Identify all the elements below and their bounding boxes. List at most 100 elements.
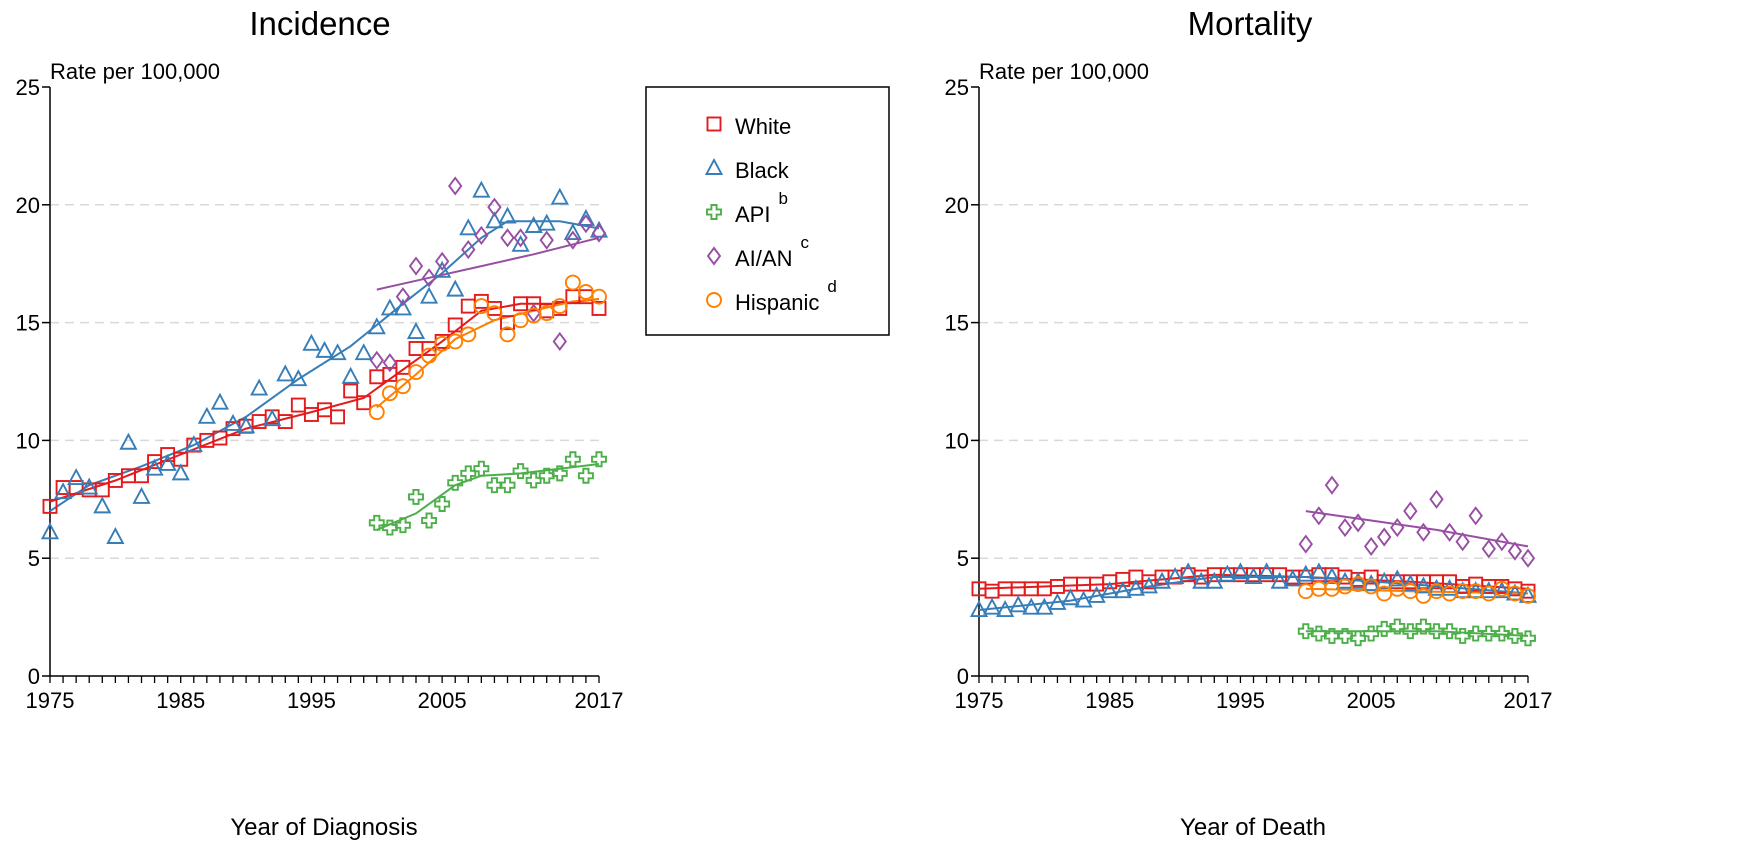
incidence-ai-an-point (539, 230, 554, 250)
mortality-panel: Mortality Rate per 100,000 Year of Death… (945, 5, 1553, 841)
mortality-white-point (1023, 581, 1039, 597)
incidence-black-point (511, 234, 530, 252)
incidence-white-point (330, 409, 346, 425)
incidence-y-tick-label: 0 (28, 664, 40, 689)
incidence-black-point (276, 364, 295, 382)
incidence-ai-an-point (408, 256, 424, 276)
mortality-api-point (1428, 623, 1445, 640)
incidence-api-point (564, 451, 581, 468)
mortality-black-point (969, 600, 989, 617)
mortality-black-point (1218, 564, 1237, 582)
legend: White Black API b AI/AN c Hispanic d (645, 86, 890, 336)
mortality-black-point (1270, 571, 1289, 589)
incidence-black-point (380, 298, 399, 316)
mortality-black-point (1139, 576, 1159, 594)
mortality-api-point (1389, 618, 1406, 635)
incidence-hispanic-point (551, 298, 568, 315)
mortality-ai-an-point (1416, 522, 1431, 542)
mortality-api-point (1323, 627, 1340, 644)
mortality-black-point (1427, 578, 1446, 596)
incidence-white-point (42, 498, 58, 514)
mortality-api-series (1297, 618, 1536, 647)
incidence-black-point (80, 477, 99, 495)
incidence-black-point (289, 369, 308, 387)
mortality-black-point (1048, 592, 1067, 610)
incidence-api-point (525, 472, 542, 489)
incidence-ai-an-series (369, 176, 607, 373)
incidence-black-series (40, 180, 609, 544)
mortality-api-point (1402, 623, 1419, 640)
legend-hispanic-superscript: d (827, 277, 836, 296)
mortality-black-point (1009, 595, 1028, 613)
mortality-ai-an-point (1403, 501, 1418, 521)
incidence-ai-an-point (461, 239, 476, 260)
incidence-black-point (367, 317, 386, 335)
mortality-black-point (1100, 581, 1119, 599)
mortality-api-point (1506, 627, 1523, 644)
incidence-black-trend-line (49, 220, 600, 512)
mortality-black-point (1244, 567, 1263, 584)
incidence-white-point (212, 430, 228, 446)
incidence-black-point (236, 416, 256, 434)
mortality-title: Mortality (1188, 5, 1313, 42)
incidence-black-point (576, 208, 596, 226)
incidence-hispanic-point (421, 347, 438, 364)
legend-white-marker (706, 116, 722, 132)
incidence-black-point (171, 463, 190, 481)
incidence-white-point (369, 369, 385, 385)
mortality-api-point (1520, 630, 1536, 647)
incidence-black-point (328, 343, 347, 361)
mortality-x-tick-label: 2017 (1504, 688, 1553, 713)
legend-white-label: White (735, 114, 791, 139)
incidence-api-point (447, 474, 464, 491)
incidence-black-point (302, 333, 321, 351)
incidence-x-tick-label: 1975 (26, 688, 75, 713)
incidence-black-point (263, 409, 282, 427)
mortality-black-point (1061, 588, 1080, 606)
mortality-black-point (1322, 567, 1342, 584)
mortality-black-point (1388, 569, 1407, 587)
mortality-hispanic-point (1337, 578, 1353, 595)
mortality-black-point (1113, 581, 1132, 599)
mortality-black-point (1074, 590, 1093, 608)
mortality-black-point (1296, 564, 1315, 582)
mortality-black-point (1152, 571, 1172, 589)
incidence-black-point (132, 486, 151, 504)
incidence-black-point (341, 366, 360, 384)
incidence-black-point (184, 435, 203, 453)
incidence-ai-an-point (591, 223, 607, 243)
incidence-black-point (550, 187, 569, 205)
incidence-black-point (158, 453, 177, 471)
incidence-black-point (498, 206, 517, 224)
incidence-api-point (577, 467, 594, 484)
mortality-white-point (1036, 581, 1052, 597)
mortality-black-series (969, 562, 1538, 617)
incidence-y-tick-label: 5 (28, 546, 40, 571)
mortality-api-point (1310, 625, 1327, 642)
incidence-black-point (250, 378, 269, 396)
incidence-y-tick-label: 10 (16, 428, 40, 453)
incidence-black-point (406, 322, 426, 339)
incidence-white-trend-line (49, 298, 600, 503)
mortality-api-point (1415, 618, 1432, 635)
incidence-ai-an-point (513, 228, 528, 248)
incidence-hispanic-series (368, 274, 607, 421)
incidence-x-tick-label: 1995 (287, 688, 336, 713)
incidence-api-point (591, 451, 607, 468)
mortality-black-point (1087, 585, 1106, 603)
mortality-y-tick-label: 5 (957, 546, 969, 571)
mortality-black-point (1283, 569, 1302, 587)
mortality-black-point (1309, 562, 1328, 580)
incidence-black-point (93, 496, 112, 514)
incidence-black-point (393, 298, 413, 316)
mortality-y-tick-label: 10 (945, 428, 969, 453)
incidence-white-point (395, 359, 411, 375)
incidence-api-trend-line (376, 463, 600, 531)
incidence-api-point (434, 496, 451, 512)
mortality-ai-an-point (1363, 536, 1379, 557)
mortality-black-point (982, 597, 1002, 615)
incidence-white-point (343, 383, 359, 399)
incidence-api-point (408, 488, 424, 505)
incidence-hispanic-point (512, 312, 529, 329)
incidence-api-point (551, 465, 568, 482)
